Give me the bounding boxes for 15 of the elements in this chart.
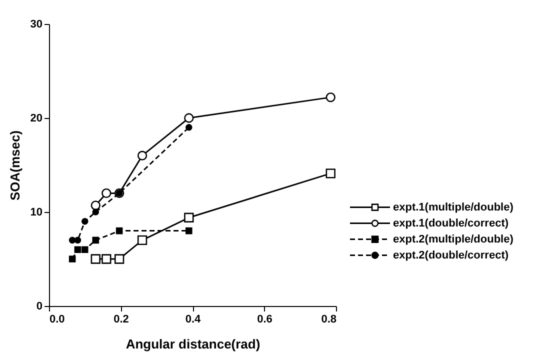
x-axis-title: Angular distance(rad) <box>126 336 260 352</box>
x-tick-label: 0.8 <box>321 314 336 326</box>
legend-label: expt.2(double/correct) <box>393 249 509 262</box>
x-tick-label: 0.2 <box>114 314 129 326</box>
x-tick-label: 0.4 <box>185 314 202 326</box>
legend-label: expt.1(multiple/double) <box>393 201 514 214</box>
y-tick-label: 10 <box>30 206 42 218</box>
y-tick-label: 0 <box>36 300 42 312</box>
y-tick-label: 30 <box>30 18 42 30</box>
y-tick-label: 20 <box>30 112 42 124</box>
legend-label: expt.1(double/correct) <box>393 217 509 230</box>
y-axis-title: SOA(msec) <box>7 130 22 201</box>
x-tick-label: 0.0 <box>50 314 65 326</box>
legend-label: expt.2(multiple/double) <box>393 233 514 246</box>
x-tick-label: 0.6 <box>257 314 272 326</box>
